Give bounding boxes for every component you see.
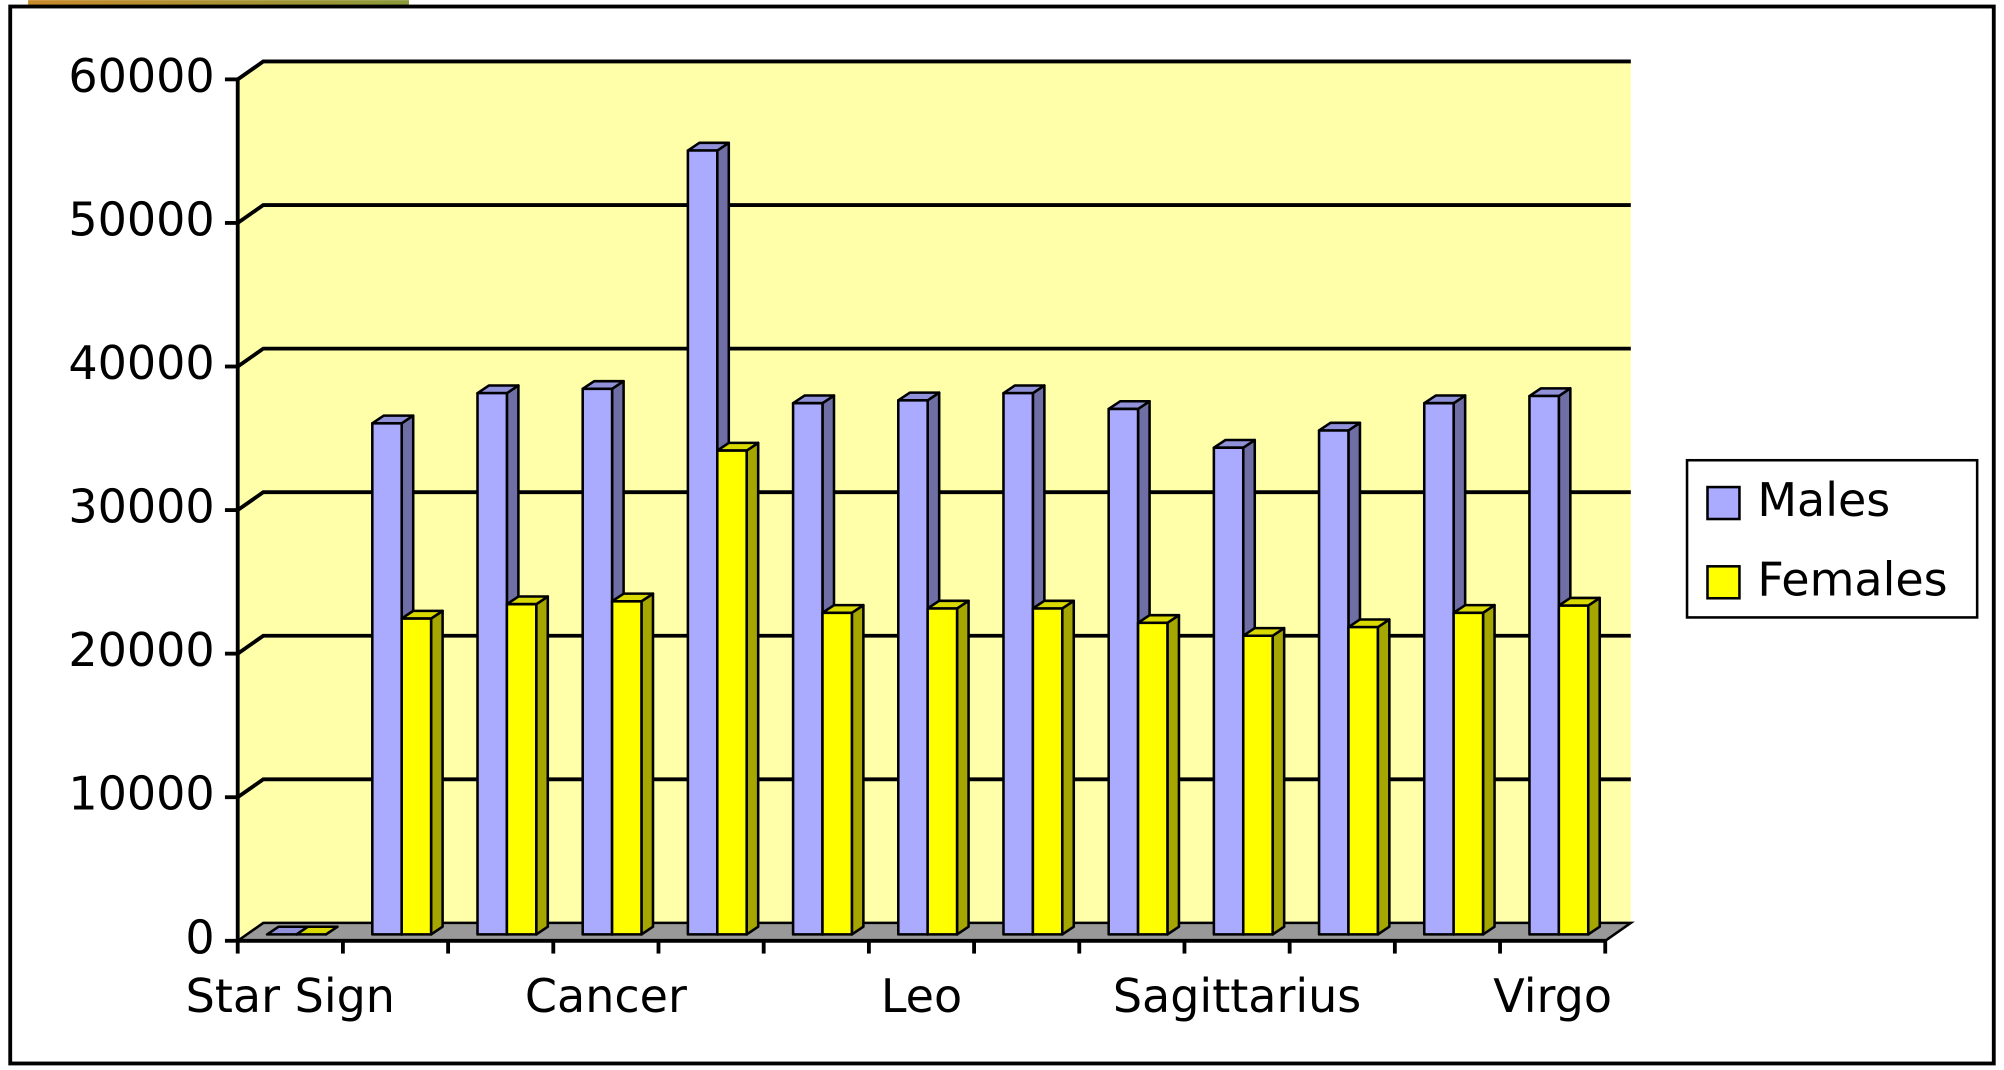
bar bbox=[1452, 603, 1496, 936]
bar-front bbox=[610, 600, 643, 936]
grid-line bbox=[236, 346, 1631, 369]
bar-side bbox=[850, 603, 865, 936]
bar bbox=[716, 441, 760, 936]
bar-front bbox=[897, 399, 929, 936]
bar-front bbox=[1528, 394, 1561, 936]
grid-line bbox=[236, 59, 1631, 81]
bar-side bbox=[1376, 618, 1391, 936]
bar-front bbox=[1452, 611, 1485, 936]
bar bbox=[1241, 626, 1286, 936]
bar-side bbox=[429, 609, 444, 936]
bar-front bbox=[1002, 391, 1035, 936]
bar-front bbox=[1212, 446, 1245, 936]
y-tick-label: 10000 bbox=[68, 767, 214, 821]
x-tick-label: Leo bbox=[881, 969, 962, 1023]
legend-label: Females bbox=[1757, 552, 1947, 606]
bar-front bbox=[1317, 429, 1350, 936]
bar-front bbox=[1107, 407, 1140, 936]
bar-side bbox=[1060, 599, 1076, 936]
bar-front bbox=[476, 391, 509, 936]
bar-side bbox=[535, 595, 550, 936]
bar bbox=[926, 599, 970, 936]
bar-top bbox=[295, 925, 339, 936]
bar-front bbox=[505, 602, 538, 936]
x-tick-label: Cancer bbox=[525, 969, 687, 1023]
y-tick-label: 0 bbox=[185, 910, 214, 964]
bar-front bbox=[926, 607, 959, 936]
y-tick-label: 20000 bbox=[68, 623, 214, 677]
bar bbox=[400, 609, 444, 936]
legend-swatch bbox=[1706, 485, 1741, 521]
bar-front bbox=[791, 401, 824, 936]
grid-line bbox=[236, 203, 1631, 225]
legend-label: Males bbox=[1757, 473, 1890, 527]
bar-side bbox=[1481, 603, 1496, 936]
bar bbox=[821, 603, 865, 936]
bar bbox=[1107, 399, 1151, 936]
bar bbox=[610, 592, 655, 936]
bar bbox=[505, 595, 550, 936]
bar bbox=[1136, 613, 1181, 936]
bar bbox=[1347, 618, 1391, 936]
bar-front bbox=[1347, 625, 1380, 936]
x-tick-label: Virgo bbox=[1493, 969, 1612, 1023]
bar-side bbox=[640, 592, 655, 936]
bar-front bbox=[686, 149, 719, 936]
bar-front bbox=[1136, 621, 1169, 936]
bar-front bbox=[1422, 401, 1455, 936]
corner-strip bbox=[28, 0, 409, 7]
grid-line bbox=[236, 490, 1631, 512]
bar-side bbox=[955, 599, 970, 936]
legend-swatch bbox=[1706, 565, 1741, 600]
bar-front bbox=[371, 422, 403, 936]
bar-front bbox=[1031, 607, 1064, 936]
bar bbox=[1031, 599, 1076, 936]
y-tick-label: 60000 bbox=[68, 49, 214, 103]
x-tick-label: Star Sign bbox=[186, 969, 395, 1023]
bar-front bbox=[716, 449, 748, 936]
bar bbox=[1557, 596, 1602, 936]
bar-front bbox=[581, 387, 614, 936]
bar-side bbox=[1586, 596, 1602, 936]
y-tick-label: 30000 bbox=[68, 480, 214, 534]
y-tick-label: 40000 bbox=[68, 336, 214, 390]
bar-front bbox=[400, 617, 433, 936]
y-tick-label: 50000 bbox=[68, 192, 214, 246]
bar-side bbox=[1166, 613, 1181, 936]
bar-front bbox=[821, 611, 854, 936]
bar-side bbox=[1271, 626, 1286, 936]
bar-front bbox=[1557, 604, 1590, 936]
x-tick-label: Sagittarius bbox=[1113, 969, 1361, 1023]
bar bbox=[295, 925, 339, 936]
bar-front bbox=[1241, 634, 1274, 936]
bar-side bbox=[745, 441, 760, 936]
